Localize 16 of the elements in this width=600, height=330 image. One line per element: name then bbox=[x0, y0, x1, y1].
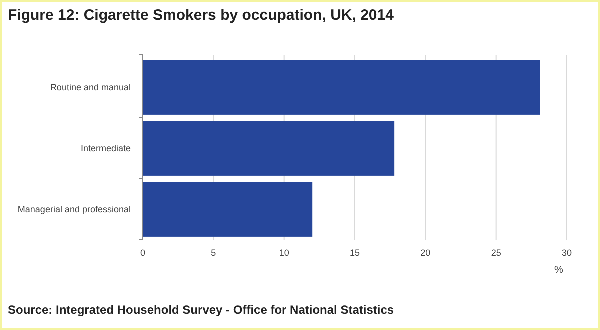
x-tick-label: 0 bbox=[140, 248, 146, 258]
bar bbox=[143, 182, 313, 237]
bar bbox=[143, 60, 540, 115]
x-tick-label: 10 bbox=[279, 248, 290, 258]
x-tick-label: 25 bbox=[491, 248, 502, 258]
y-tick-label: Intermediate bbox=[80, 144, 131, 154]
x-tick-label: 5 bbox=[211, 248, 216, 258]
x-tick-label: 15 bbox=[350, 248, 360, 258]
bar bbox=[143, 121, 395, 176]
x-tick-label: 20 bbox=[420, 248, 431, 258]
x-tick-label: 30 bbox=[562, 248, 572, 258]
chart-title: Figure 12: Cigarette Smokers by occupation, UK, 2014 bbox=[8, 7, 395, 24]
x-axis-title: % bbox=[554, 265, 564, 276]
y-tick-label: Routine and manual bbox=[50, 82, 131, 93]
y-tick-label: Managerial and professional bbox=[18, 204, 131, 215]
source-note: Source: Integrated Household Survey - Office for National Statistics bbox=[8, 303, 394, 317]
